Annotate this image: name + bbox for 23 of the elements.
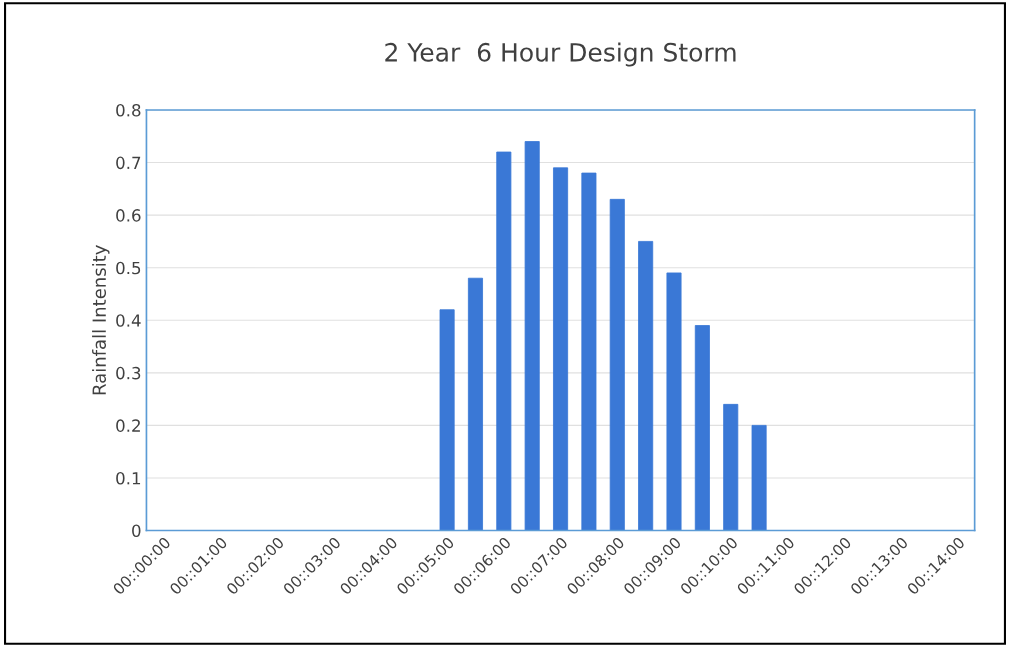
bar xyxy=(496,151,512,531)
bar xyxy=(467,277,483,531)
y-tick-label: 0.1 xyxy=(116,471,141,485)
bar xyxy=(751,424,767,531)
bar xyxy=(581,172,597,531)
bar xyxy=(666,272,682,531)
y-tick-label: 0 xyxy=(132,524,141,538)
y-tick-label: 0.7 xyxy=(116,156,141,170)
y-tick-label: 0.3 xyxy=(116,366,141,380)
bar xyxy=(553,167,569,531)
chart-title: 2 Year 6 Hour Design Storm xyxy=(385,42,736,67)
y-axis-title: Rainfall Intensity xyxy=(92,245,110,395)
y-tick-label: 0.4 xyxy=(116,314,141,327)
y-tick-label: 0.5 xyxy=(116,261,141,275)
bar xyxy=(439,309,455,531)
y-tick-label: 0.6 xyxy=(116,209,141,222)
y-tick-label: 0.2 xyxy=(116,419,140,432)
bar xyxy=(694,325,710,531)
bar xyxy=(524,141,540,531)
bar xyxy=(723,403,739,531)
y-tick-label: 0.8 xyxy=(116,103,141,117)
bar xyxy=(609,198,625,531)
bar xyxy=(638,240,654,531)
